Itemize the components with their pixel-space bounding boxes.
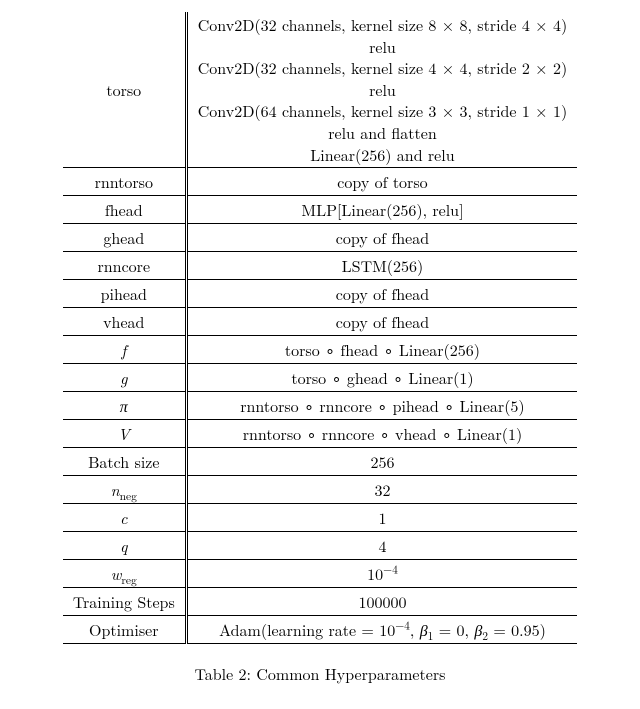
param-value: 10−4 <box>186 560 577 588</box>
value-line: Conv2D(64 channels, kernel size 3 × 3, s… <box>198 99 567 122</box>
param-value: copy of fhead <box>186 224 577 252</box>
param-value: copy of torso <box>186 168 577 196</box>
table-row: πrnntorso ∘ rnncore ∘ pihead ∘ Linear(5) <box>63 392 577 420</box>
param-name: V <box>63 420 186 448</box>
param-value: Adam(learning rate = 10−4, β1 = 0, β2 = … <box>186 616 577 644</box>
table-row: torso Conv2D(32 channels, kernel size 8 ×… <box>63 12 577 168</box>
param-value: MLP[Linear(256), relu] <box>186 196 577 224</box>
param-name: vhead <box>63 308 186 336</box>
param-value: torso ∘ fhead ∘ Linear(256) <box>186 336 577 364</box>
param-name: ghead <box>63 224 186 252</box>
hyperparameters-table: torso Conv2D(32 channels, kernel size 8 ×… <box>63 12 577 644</box>
param-name: torso <box>63 12 186 168</box>
table-row: gheadcopy of fhead <box>63 224 577 252</box>
param-name: c <box>63 504 186 532</box>
param-value: 1 <box>186 504 577 532</box>
table-row: wreg10−4 <box>63 560 577 588</box>
table-row: ftorso ∘ fhead ∘ Linear(256) <box>63 336 577 364</box>
table-row: OptimiserAdam(learning rate = 10−4, β1 =… <box>63 616 577 644</box>
param-value: copy of fhead <box>186 308 577 336</box>
table-row: piheadcopy of fhead <box>63 280 577 308</box>
param-value: copy of fhead <box>186 280 577 308</box>
param-name: pihead <box>63 280 186 308</box>
param-name: f <box>63 336 186 364</box>
param-name: Training Steps <box>63 588 186 616</box>
table-caption: Table 2: Common Hyperparameters <box>8 662 632 685</box>
param-name: π <box>63 392 186 420</box>
table-row: Vrnntorso ∘ rnncore ∘ vhead ∘ Linear(1) <box>63 420 577 448</box>
param-value: torso ∘ ghead ∘ Linear(1) <box>186 364 577 392</box>
table-row: fheadMLP[Linear(256), relu] <box>63 196 577 224</box>
value-line: relu and flatten <box>328 121 437 144</box>
param-value: 256 <box>186 448 577 476</box>
param-value: LSTM(256) <box>186 252 577 280</box>
param-value: 4 <box>186 532 577 560</box>
param-value: rnntorso ∘ rnncore ∘ vhead ∘ Linear(1) <box>186 420 577 448</box>
param-name: wreg <box>63 560 186 588</box>
param-value: 32 <box>186 476 577 504</box>
table-row: rnncoreLSTM(256) <box>63 252 577 280</box>
param-name: fhead <box>63 196 186 224</box>
table-row: gtorso ∘ ghead ∘ Linear(1) <box>63 364 577 392</box>
table-row: q4 <box>63 532 577 560</box>
param-name: Batch size <box>63 448 186 476</box>
table-row: c1 <box>63 504 577 532</box>
value-line: relu <box>369 78 396 101</box>
table-row: Training Steps100000 <box>63 588 577 616</box>
multiline-value: Conv2D(32 channels, kernel size 8 × 8, s… <box>198 14 567 165</box>
param-value: 100000 <box>186 588 577 616</box>
param-name: rnncore <box>63 252 186 280</box>
value-line: Conv2D(32 channels, kernel size 8 × 8, s… <box>198 13 567 36</box>
page: torso Conv2D(32 channels, kernel size 8 ×… <box>0 0 640 709</box>
value-line: Linear(256) and relu <box>310 143 454 166</box>
table-row: Batch size256 <box>63 448 577 476</box>
param-name: rnntorso <box>63 168 186 196</box>
value-line: Conv2D(32 channels, kernel size 4 × 4, s… <box>198 56 567 79</box>
table-row: rnntorsocopy of torso <box>63 168 577 196</box>
param-value: Conv2D(32 channels, kernel size 8 × 8, s… <box>186 12 577 168</box>
table-row: nneg32 <box>63 476 577 504</box>
param-name: q <box>63 532 186 560</box>
param-value: rnntorso ∘ rnncore ∘ pihead ∘ Linear(5) <box>186 392 577 420</box>
param-name: Optimiser <box>63 616 186 644</box>
value-line: relu <box>369 35 396 58</box>
param-name: nneg <box>63 476 186 504</box>
table-body: torso Conv2D(32 channels, kernel size 8 ×… <box>63 12 577 644</box>
table-row: vheadcopy of fhead <box>63 308 577 336</box>
param-name: g <box>63 364 186 392</box>
